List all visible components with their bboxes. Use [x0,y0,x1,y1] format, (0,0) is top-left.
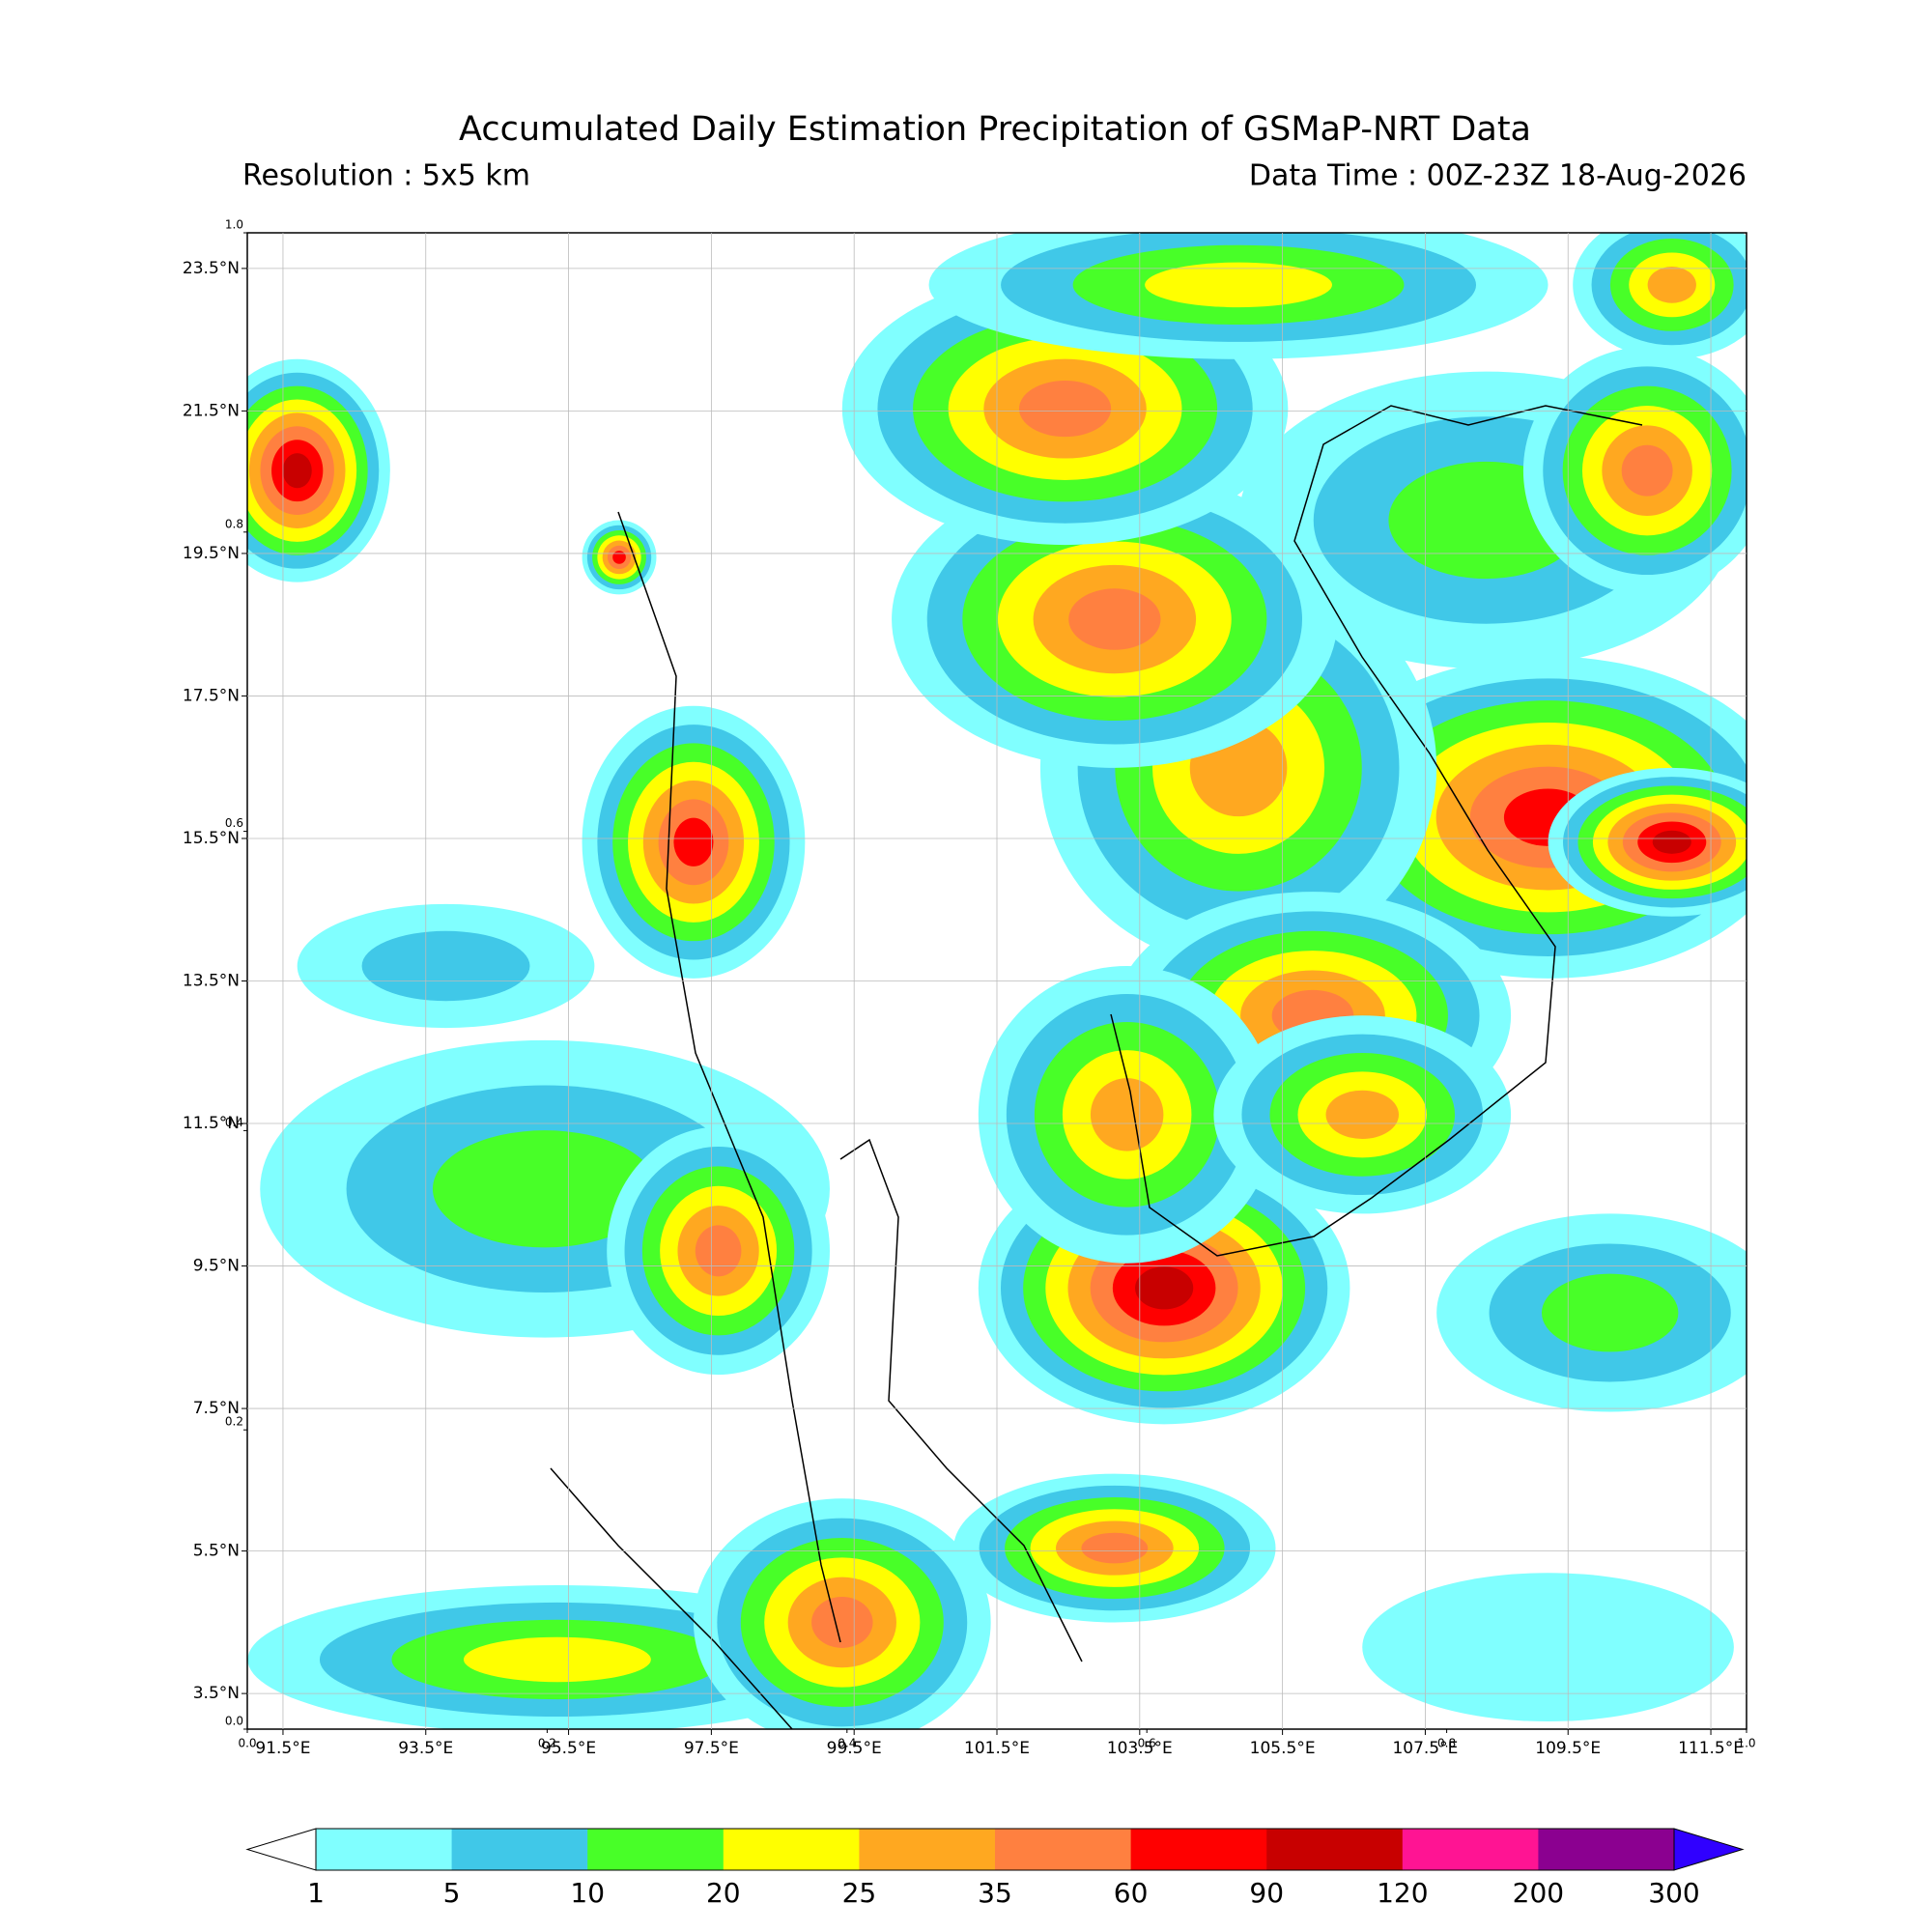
rain-area [811,1597,873,1648]
rain-area [1068,588,1161,650]
colorbar-label: 10 [570,1877,605,1909]
colorbar-label: 90 [1249,1877,1284,1909]
coastline [839,1138,1083,1662]
rain-area [1325,1090,1399,1140]
ghost-x-label: 1.0 [1737,1737,1755,1750]
colorbar: 1 5 10 20 25 35 60 90 120 200 300 [245,1828,1745,1909]
rain-area [1621,444,1673,497]
x-tick-label: 93.5°E [398,1739,453,1758]
rain-area [1647,267,1696,303]
x-tick-label: 103.5°E [1107,1739,1173,1758]
ghost-x-label: 0.4 [838,1737,856,1750]
rain-area [1362,1573,1734,1722]
colorbar-segment [1402,1829,1539,1870]
rain-area [612,551,626,564]
colorbar-segment [859,1829,996,1870]
x-tick-label: 109.5°E [1535,1739,1601,1758]
ghost-y-label: 0.6 [225,816,243,830]
colorbar-label: 200 [1513,1877,1564,1909]
colorbar-segment [723,1829,860,1870]
rain-area [464,1636,651,1683]
ghost-y-label: 0.0 [225,1715,243,1728]
rain-area [695,1225,742,1277]
y-tick-label: 19.5°N [183,544,240,563]
x-tick-label: 101.5°E [964,1739,1030,1758]
title: Accumulated Daily Estimation Precipitati… [459,110,1531,149]
rain-area [361,930,530,1002]
y-tick-label: 3.5°N [193,1684,240,1703]
precipitation-field [247,233,1747,1729]
colorbar-label: 300 [1648,1877,1699,1909]
x-tick-label: 99.5°E [827,1739,882,1758]
rain-area [1090,1078,1164,1151]
ghost-y-label: 0.2 [225,1415,243,1429]
y-tick-label: 11.5°N [183,1114,240,1133]
x-tick-label: 111.5°E [1678,1739,1744,1758]
colorbar-label: 1 [307,1877,325,1909]
ghost-y-label: 0.4 [225,1116,243,1129]
ghost-x-label: 0.6 [1138,1737,1156,1750]
y-tick-label: 15.5°N [183,829,240,848]
colorbar-label: 5 [443,1877,461,1909]
colorbar-label: 60 [1114,1877,1149,1909]
y-tick-label: 7.5°N [193,1399,240,1418]
y-tick-label: 21.5°N [183,401,240,420]
y-tick-label: 5.5°N [193,1542,240,1561]
ghost-y-label: 0.8 [225,517,243,530]
x-tick-label: 107.5°E [1392,1739,1458,1758]
rain-area [1652,830,1691,854]
rain-area [1081,1532,1149,1564]
x-tick-label: 95.5°E [541,1739,596,1758]
rain-area [1541,1273,1679,1352]
ghost-y-label: 1.0 [225,218,243,232]
coastline [617,511,841,1643]
y-tick-label: 9.5°N [193,1257,240,1276]
data-time: Data Time : 00Z-23Z 18-Aug-2026 [1249,159,1747,193]
colorbar-label: 120 [1377,1877,1428,1909]
y-tick-label: 13.5°N [183,972,240,991]
coastline [1110,405,1643,1257]
coastlines [550,405,1643,1729]
y-tick-label: 17.5°N [183,686,240,705]
colorbar-over [1673,1828,1745,1871]
colorbar-segment [1538,1829,1675,1870]
colorbar-segment [451,1829,588,1870]
colorbar-segment [587,1829,724,1870]
ghost-x-label: 0.8 [1437,1737,1456,1750]
ghost-x-label: 0.0 [238,1737,256,1750]
y-tick-label: 23.5°N [183,259,240,278]
colorbar-label: 25 [842,1877,877,1909]
colorbar-segment [995,1829,1132,1870]
rain-area [432,1130,658,1248]
rain-area [282,453,312,489]
resolution: Resolution : 5x5 km [242,159,530,193]
x-tick-label: 97.5°E [684,1739,739,1758]
colorbar-segment [1130,1829,1267,1870]
rain-area [673,817,714,867]
rain-area [1135,1266,1194,1310]
colorbar-under [245,1828,317,1871]
x-tick-label: 91.5°E [255,1739,310,1758]
colorbar-label: 20 [706,1877,741,1909]
coastline [550,1467,793,1729]
rain-area [1018,380,1112,438]
colorbar-segment [1266,1829,1404,1870]
ghost-x-label: 0.2 [538,1737,556,1750]
colorbar-segment [316,1829,453,1870]
x-tick-label: 105.5°E [1250,1739,1316,1758]
colorbar-label: 35 [978,1877,1012,1909]
colorbar-frame [315,1828,1675,1871]
rain-area [1145,262,1332,308]
